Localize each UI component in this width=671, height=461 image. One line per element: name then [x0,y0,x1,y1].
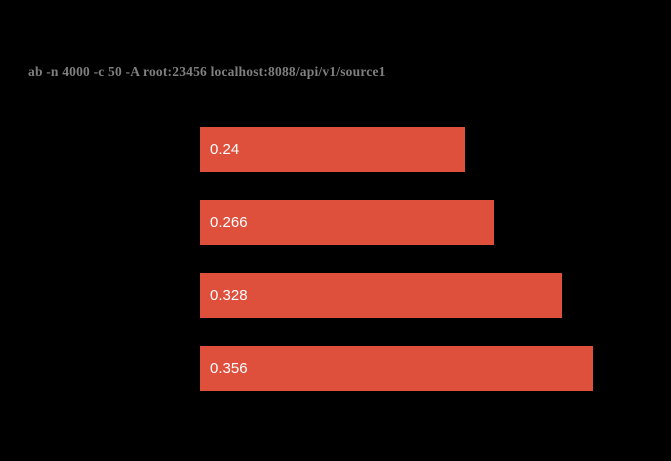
bar-value-label: 0.356 [210,360,248,377]
bar-segment: 0.266 [200,200,494,245]
bar-value-label: 0.24 [210,141,240,158]
bar-value-label: 0.266 [210,214,248,231]
bar-segment: 0.356 [200,346,593,391]
bar-value-label: 0.328 [210,287,248,304]
chart-title: ab -n 4000 -c 50 -A root:23456 localhost… [28,64,386,79]
bar-segment: 0.328 [200,273,562,318]
bar-segment: 0.24 [200,127,465,172]
